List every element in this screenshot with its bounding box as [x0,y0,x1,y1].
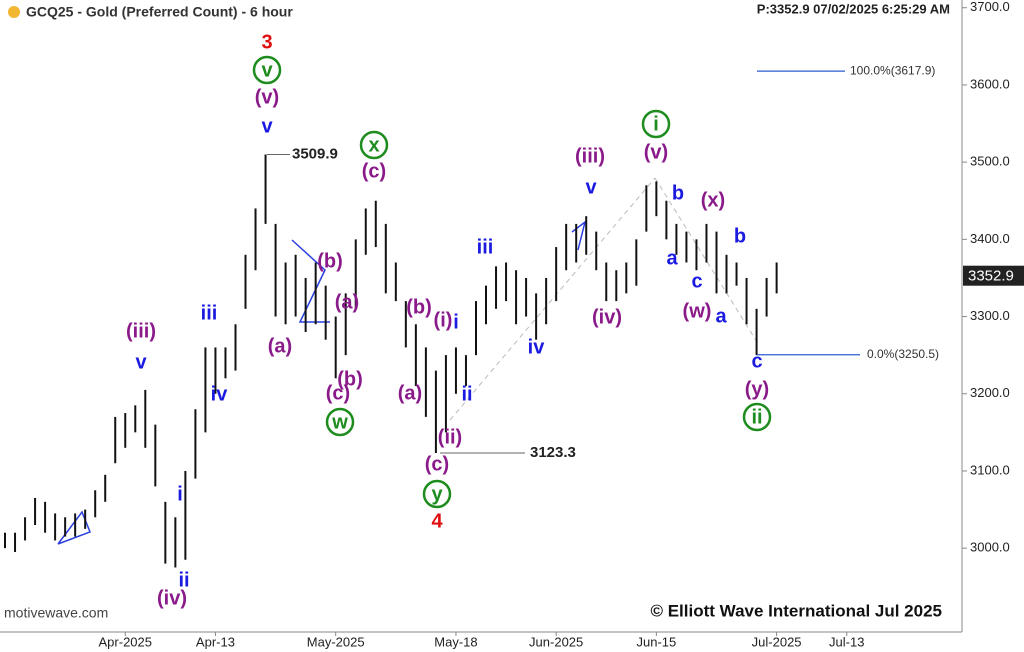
y-tick-label: 3300.0 [970,308,1010,323]
wave-label: (b) [406,296,432,318]
wave-label: (w) [683,300,712,322]
wave-label: iv [528,336,546,358]
wave-label: (i) [434,309,453,331]
wave-label: (iv) [592,306,622,328]
wave-label: (iv) [157,587,187,609]
status-text: P:3352.9 07/02/2025 6:25:29 AM [757,1,950,16]
wave-label: c [751,350,762,372]
fib-label: 0.0%(3250.5) [867,347,939,361]
wave-label: v [261,59,273,81]
y-tick-label: 3500.0 [970,154,1010,169]
wave-label: y [431,483,443,505]
y-tick-label: 3600.0 [970,76,1010,91]
wave-label: b [734,225,746,247]
wave-label: (b) [337,368,363,390]
x-tick-label: Jul-2025 [752,634,802,649]
wave-label: b [672,182,684,204]
wave-label: ii [178,569,189,591]
fib-label: 100.0%(3617.9) [850,63,935,77]
wave-label: (b) [317,250,343,272]
y-tick-label: 3200.0 [970,385,1010,400]
last-price-label: 3352.9 [968,268,1014,285]
wave-label: (ii) [438,426,462,448]
wave-label: (a) [398,382,422,404]
last-price-box [963,265,1024,286]
trend-lines [449,177,758,421]
watermark: motivewave.com [4,605,108,621]
wave-label: iii [477,236,494,258]
callout-label: 3123.3 [530,444,576,461]
wave-label: x [368,134,379,156]
wave-label: i [453,311,459,333]
x-tick-label: Jul-13 [829,634,864,649]
wave-label: ii [461,383,472,405]
wave-label: iii [201,302,218,324]
copyright: © Elliott Wave International Jul 2025 [650,601,942,620]
wave-circle [359,130,389,160]
wave-circle [422,479,452,509]
wave-label: iv [211,383,229,405]
wave-label: i [653,113,659,135]
wave-label: c [691,270,702,292]
wave-label: (x) [701,189,725,211]
chart-title: GCQ25 - Gold (Preferred Count) - 6 hour [26,4,293,20]
wave-label: (v) [644,141,668,163]
wave-label: 4 [431,510,443,532]
wave-label: (iii) [575,145,605,167]
wave-label: a [666,247,678,269]
wave-label: (y) [745,378,769,400]
wave-circle [641,109,671,139]
status-dot [8,6,20,18]
x-tick-label: Jun-2025 [529,634,583,649]
x-tick-label: Apr-13 [196,634,235,649]
wave-circle [252,55,282,85]
wave-label: (iii) [126,320,156,342]
wave-label: (c) [326,382,350,404]
wave-label: (a) [335,291,359,313]
wave-label: 3 [261,31,272,53]
callout-label: 3509.9 [292,145,338,162]
dashed-line [449,177,656,421]
y-tick-label: 3400.0 [970,231,1010,246]
y-tick-label: 3700.0 [970,0,1010,14]
wave-label: w [331,411,348,433]
x-tick-label: May-2025 [307,634,365,649]
x-tick-label: May-18 [434,634,477,649]
wave-label: a [715,305,727,327]
x-tick-label: Apr-2025 [99,634,152,649]
wave-label: v [135,351,147,373]
y-tick-label: 3100.0 [970,462,1010,477]
wave-label: v [585,176,597,198]
y-tick-label: 3000.0 [970,540,1010,555]
wave-label: (a) [268,335,292,357]
wave-label: v [261,115,273,137]
wave-label: (v) [255,86,279,108]
wave-circle [742,402,772,432]
x-tick-label: Jun-15 [636,634,676,649]
wave-label: i [177,483,183,505]
wave-label: (c) [362,160,386,182]
wave-label: (c) [425,453,449,475]
wave-label: ii [751,406,762,428]
wave-circle [325,407,355,437]
